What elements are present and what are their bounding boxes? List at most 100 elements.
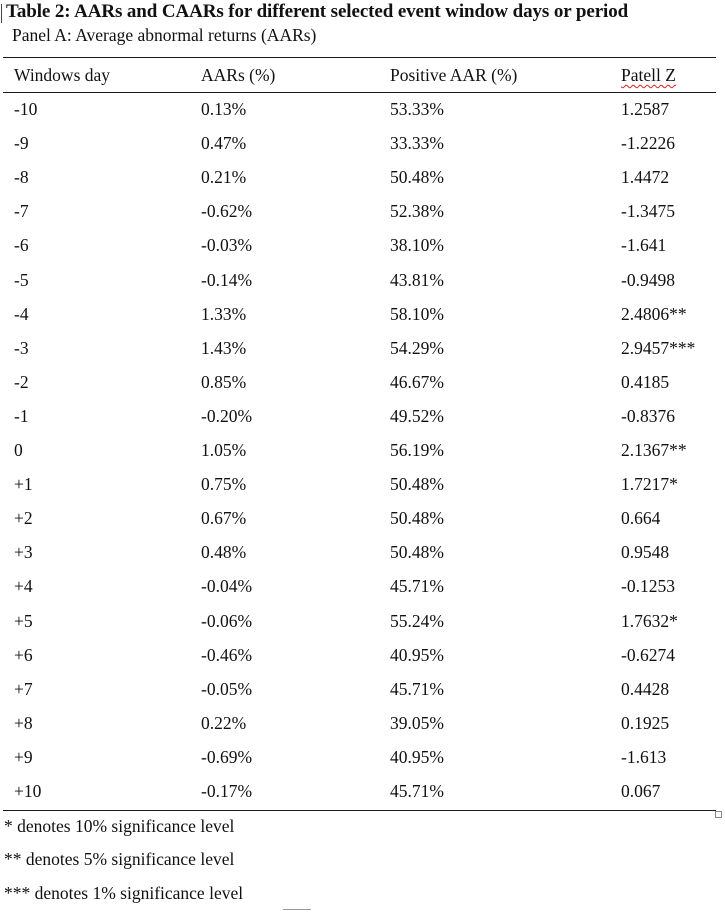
table-row: -9 0.47% 33.33% -1.2226: [0, 126, 725, 160]
cell-positive-aar: 55.24%: [390, 610, 444, 631]
cell-patell-z: -0.6274: [621, 644, 675, 665]
table-row: -1 -0.20% 49.52% -0.8376: [0, 399, 725, 433]
cell-windows-day: +10: [14, 781, 42, 801]
cell-windows-day: -6: [14, 235, 29, 256]
cell-windows-day: -5: [14, 269, 29, 290]
cell-aar: -0.20%: [201, 405, 253, 426]
table-row: +3 0.48% 50.48% 0.9548: [0, 535, 725, 569]
cell-windows-day: -7: [14, 201, 29, 222]
cell-patell-z: 0.4185: [621, 371, 670, 392]
cell-positive-aar: 38.10%: [390, 235, 444, 256]
cell-positive-aar: 46.67%: [390, 371, 444, 392]
table-bottom-rule: [3, 810, 716, 811]
table-title: Table 2: AARs and CAARs for different se…: [6, 1, 629, 22]
cell-windows-day: +3: [14, 542, 33, 563]
cell-patell-z: -1.2226: [621, 133, 675, 154]
cell-aar: -0.69%: [201, 746, 253, 767]
table-row: -3 1.43% 54.29% 2.9457***: [0, 331, 725, 365]
cell-positive-aar: 33.33%: [390, 133, 444, 154]
table-header-row: Windows day AARs (%) Positive AAR (%) Pa…: [0, 58, 725, 92]
table-row: +7 -0.05% 45.71% 0.4428: [0, 672, 725, 706]
cell-patell-z: -1.3475: [621, 201, 675, 222]
cell-patell-z: 0.9548: [621, 542, 670, 563]
cell-aar: 1.43%: [201, 337, 247, 358]
cell-windows-day: +9: [14, 746, 33, 767]
cell-aar: 1.05%: [201, 440, 247, 460]
header-positive-aar: Positive AAR (%): [390, 65, 518, 85]
cell-positive-aar: 45.71%: [390, 781, 444, 801]
cell-positive-aar: 45.71%: [390, 678, 444, 699]
cell-patell-z: 0.067: [621, 781, 661, 801]
cell-aar: 0.67%: [201, 508, 247, 529]
cell-positive-aar: 50.48%: [390, 474, 444, 495]
cell-patell-z: 2.4806**: [621, 303, 687, 324]
table-row: -4 1.33% 58.10% 2.4806**: [0, 297, 725, 331]
cell-windows-day: -9: [14, 133, 29, 154]
cell-positive-aar: 45.71%: [390, 576, 444, 597]
cell-aar: -0.04%: [201, 576, 253, 597]
table-top-rule: [3, 57, 716, 58]
cell-positive-aar: 43.81%: [390, 269, 444, 290]
cell-windows-day: +4: [14, 576, 33, 597]
cell-patell-z: 2.9457***: [621, 337, 696, 358]
cell-windows-day: +2: [14, 508, 33, 529]
table-row: +8 0.22% 39.05% 0.1925: [0, 706, 725, 740]
table-row: -2 0.85% 46.67% 0.4185: [0, 365, 725, 399]
table-row: -6 -0.03% 38.10% -1.641: [0, 228, 725, 262]
cell-windows-day: +7: [14, 678, 33, 699]
cell-windows-day: +1: [14, 474, 33, 495]
cell-patell-z: 1.4472: [621, 167, 670, 188]
cell-patell-z: -0.1253: [621, 576, 675, 597]
cell-positive-aar: 40.95%: [390, 644, 444, 665]
table-end-handle[interactable]: [715, 811, 722, 818]
table-row: +10 -0.17% 45.71% 0.067: [0, 774, 725, 808]
cell-positive-aar: 56.19%: [390, 440, 444, 460]
table-row: -8 0.21% 50.48% 1.4472: [0, 160, 725, 194]
cell-aar: 0.75%: [201, 474, 247, 495]
cell-patell-z: 1.7632*: [621, 610, 678, 631]
cell-windows-day: -8: [14, 167, 29, 188]
cell-patell-z: -0.8376: [621, 405, 675, 426]
cell-aar: 0.13%: [201, 99, 247, 119]
cell-windows-day: 0: [14, 440, 23, 460]
table-row: 0 1.05% 56.19% 2.1367**: [0, 433, 725, 467]
cell-windows-day: -4: [14, 303, 29, 324]
cell-patell-z: 0.664: [621, 508, 661, 529]
cell-windows-day: -10: [14, 99, 38, 119]
cell-aar: 0.47%: [201, 133, 247, 154]
cell-aar: -0.46%: [201, 644, 253, 665]
cell-aar: 0.21%: [201, 167, 247, 188]
table-row: +5 -0.06% 55.24% 1.7632*: [0, 604, 725, 638]
cell-positive-aar: 53.33%: [390, 99, 444, 119]
table-row: +1 0.75% 50.48% 1.7217*: [0, 467, 725, 501]
table-row: -7 -0.62% 52.38% -1.3475: [0, 194, 725, 228]
cell-patell-z: 0.1925: [621, 712, 670, 733]
cell-positive-aar: 50.48%: [390, 508, 444, 529]
cell-aar: -0.03%: [201, 235, 253, 256]
cell-patell-z: 1.2587: [621, 99, 670, 119]
cell-positive-aar: 40.95%: [390, 746, 444, 767]
cell-windows-day: +6: [14, 644, 33, 665]
cell-windows-day: +8: [14, 712, 33, 733]
table-row: +4 -0.04% 45.71% -0.1253: [0, 569, 725, 603]
panel-subtitle: Panel A: Average abnormal returns (AARs): [12, 25, 317, 45]
cell-patell-z: 2.1367**: [621, 440, 687, 460]
table-row: -10 0.13% 53.33% 1.2587: [0, 92, 725, 126]
cell-positive-aar: 54.29%: [390, 337, 444, 358]
significance-note-10: * denotes 10% significance level: [4, 816, 235, 836]
cell-windows-day: -1: [14, 405, 29, 426]
table-row: +2 0.67% 50.48% 0.664: [0, 501, 725, 535]
cell-patell-z: 1.7217*: [621, 474, 678, 495]
cell-aar: 0.22%: [201, 712, 247, 733]
header-aars: AARs (%): [201, 65, 276, 85]
cell-aar: -0.06%: [201, 610, 253, 631]
cell-windows-day: -2: [14, 371, 29, 392]
header-windows-day: Windows day: [14, 65, 111, 85]
cell-positive-aar: 52.38%: [390, 201, 444, 222]
cell-windows-day: +5: [14, 610, 33, 631]
trailing-underline: [283, 909, 311, 910]
header-patell-z: Patell Z: [621, 65, 676, 85]
table-row: +6 -0.46% 40.95% -0.6274: [0, 638, 725, 672]
significance-note-1: *** denotes 1% significance level: [4, 883, 244, 903]
cell-positive-aar: 39.05%: [390, 712, 444, 733]
